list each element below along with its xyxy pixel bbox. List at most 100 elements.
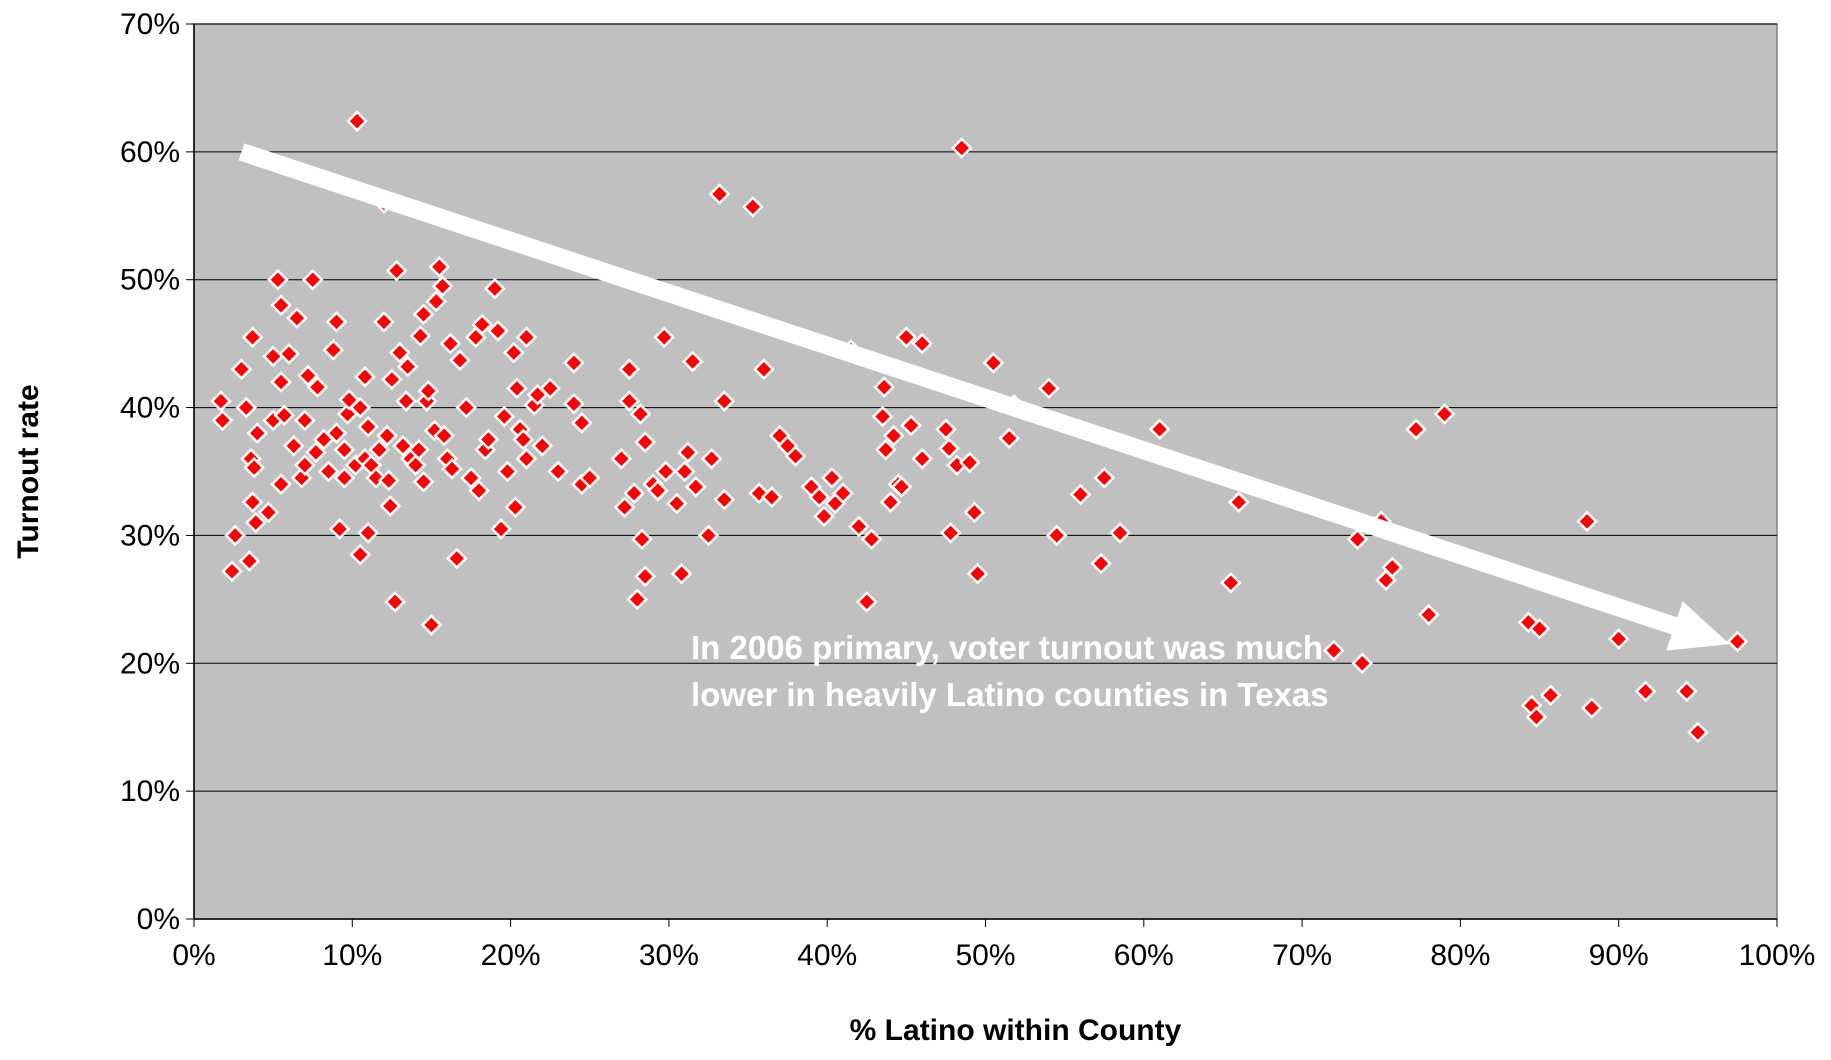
data-point (404, 454, 427, 476)
data-point (700, 447, 723, 470)
data-point (571, 412, 593, 434)
x-tick-label: 20% (481, 939, 541, 972)
data-point (939, 522, 962, 544)
data-point (895, 326, 918, 349)
data-point (681, 350, 704, 373)
data-point (626, 588, 649, 611)
data-point (512, 428, 535, 451)
data-point (875, 438, 897, 461)
x-tick-label: 90% (1589, 939, 1649, 972)
annotation: In 2006 primary, voter turnout was much … (691, 629, 1329, 713)
data-point (515, 447, 538, 470)
data-point (267, 268, 289, 291)
data-point (376, 424, 398, 447)
data-point (1607, 628, 1630, 650)
data-point (808, 486, 831, 508)
data-point (958, 451, 981, 474)
data-point (317, 460, 340, 483)
data-point (408, 438, 430, 461)
x-axis-title: % Latino within County (850, 1014, 1182, 1047)
data-point (1528, 617, 1551, 640)
data-point (1322, 639, 1345, 662)
data-point (381, 368, 403, 391)
data-point (1433, 403, 1456, 425)
data-point (531, 435, 554, 457)
data-point (439, 332, 462, 355)
data-point (1726, 630, 1749, 653)
data-point (235, 396, 258, 419)
data-point (685, 476, 707, 498)
data-point (449, 349, 471, 372)
data-point (618, 390, 641, 412)
data-point (428, 256, 451, 278)
data-point (246, 422, 269, 444)
data-point (563, 352, 585, 374)
data-point (385, 259, 408, 282)
y-tick-label: 10% (120, 775, 180, 808)
data-point (333, 467, 356, 489)
data-point (618, 358, 641, 380)
data-point (431, 275, 454, 297)
data-point (670, 563, 693, 585)
x-tick-label: 60% (1114, 939, 1174, 972)
data-point (697, 524, 720, 547)
trend-arrow-shape (238, 143, 1730, 651)
x-tick-label: 50% (955, 939, 1015, 972)
data-point (230, 358, 253, 380)
annotation-line-1: In 2006 primary, voter turnout was much (691, 629, 1323, 666)
data-point (297, 364, 319, 387)
data-point (294, 409, 316, 432)
data-point (871, 405, 894, 428)
data-point (629, 403, 652, 425)
data-point (460, 467, 482, 489)
x-tick-label: 70% (1272, 939, 1332, 972)
data-point (1351, 652, 1374, 675)
data-point (301, 268, 324, 291)
annotation-line-2: lower in heavily Latino counties in Texa… (691, 676, 1329, 713)
data-point (502, 341, 525, 364)
data-point (1045, 524, 1068, 547)
data-point (982, 352, 1005, 374)
data-point (873, 376, 895, 398)
data-point (539, 377, 561, 400)
data-point (396, 355, 419, 378)
data-point (392, 435, 414, 457)
data-point (484, 277, 506, 300)
data-point (328, 518, 351, 540)
x-tick-label: 80% (1430, 939, 1490, 972)
data-point (813, 505, 835, 528)
data-point (395, 390, 417, 412)
data-point (713, 488, 736, 511)
data-point (1687, 721, 1709, 744)
data-point (294, 454, 316, 476)
data-point (446, 547, 468, 570)
data-point (856, 591, 878, 613)
data-point (493, 405, 516, 428)
x-tick-label: 40% (797, 939, 857, 972)
data-point (938, 437, 960, 460)
data-point (900, 414, 922, 437)
data-point (506, 377, 528, 400)
data-point (1346, 528, 1369, 551)
data-point (349, 543, 371, 566)
data-point (708, 183, 731, 205)
data-point (357, 415, 379, 438)
data-point (1676, 680, 1698, 703)
data-point (384, 591, 406, 613)
x-tick-label: 100% (1739, 939, 1816, 972)
data-point (1220, 571, 1242, 594)
data-point (1417, 603, 1440, 626)
data-point (346, 110, 368, 132)
data-point (1581, 697, 1603, 719)
data-point (496, 460, 519, 483)
data-point (270, 294, 292, 317)
data-point (1090, 552, 1112, 575)
data-points (210, 110, 1749, 744)
data-point (963, 501, 986, 524)
data-point (425, 290, 447, 313)
data-point (1576, 510, 1598, 533)
data-point (368, 438, 390, 461)
data-point (610, 447, 633, 470)
data-point (373, 311, 395, 333)
